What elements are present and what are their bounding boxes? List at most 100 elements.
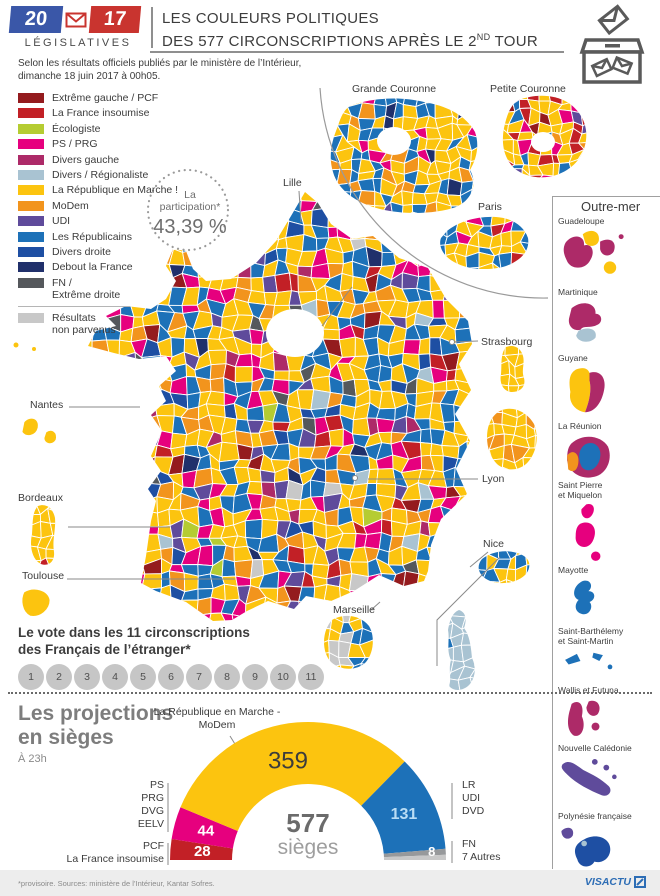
page-title-line1: LES COULEURS POLITIQUES xyxy=(162,10,379,27)
footer-source: *provisoire. Sources: ministère de l’Int… xyxy=(18,879,215,888)
outremer-panel xyxy=(552,196,660,869)
visactu-icon xyxy=(634,876,646,888)
territory-shape xyxy=(563,230,624,274)
seat-label-line: LR xyxy=(462,779,476,791)
territory-shape xyxy=(568,700,600,736)
legend-swatch xyxy=(18,262,44,273)
legend-swatch xyxy=(18,231,44,242)
territory-item: Nouvelle Calédonie xyxy=(558,743,656,806)
etranger-circle: 7 xyxy=(186,664,212,690)
territory-item: La Réunion xyxy=(558,421,656,488)
legend-label: Divers gauche xyxy=(52,153,120,166)
inset-label: Petite Couronne xyxy=(490,83,566,95)
page-title-line2: DES 577 CIRCONSCRIPTIONS APRÈS LE 2ND TO… xyxy=(162,32,538,50)
seat-label-line: FN xyxy=(462,838,476,850)
outremer-title: Outre-mer xyxy=(581,199,641,214)
donut-segment xyxy=(383,848,446,858)
city-label-nice: Nice xyxy=(483,538,505,550)
legend-swatch xyxy=(18,169,44,180)
legend-label: MoDem xyxy=(52,199,89,212)
map-hole xyxy=(531,132,555,152)
participation-value: 43,39 % xyxy=(153,216,227,238)
seat-label-line: 7 Autres xyxy=(462,851,501,863)
logo-year-left: 20 xyxy=(8,6,64,33)
territory-label: Guyane xyxy=(558,353,588,363)
leader-line xyxy=(469,551,489,568)
territory-item: Wallis et Futuna xyxy=(558,685,656,752)
donut-segment xyxy=(180,722,405,831)
leader-line xyxy=(321,286,353,327)
inset-grande-couronne xyxy=(330,98,478,213)
leader-line xyxy=(370,601,381,611)
subtitle: Selon les résultats officiels publiés pa… xyxy=(18,58,302,82)
legend-item: Écologiste xyxy=(18,123,198,135)
seat-label-line: DVG xyxy=(141,805,164,817)
territory-label: Saint Pierre et Miquelon xyxy=(558,480,603,500)
map-hole xyxy=(266,309,324,357)
ballot-box-icon xyxy=(576,4,648,93)
inset-separator-arc xyxy=(319,87,549,299)
legend-swatch xyxy=(18,313,44,324)
footer: *provisoire. Sources: ministère de l’Int… xyxy=(0,870,660,896)
island-inset xyxy=(32,347,36,351)
legend-swatch xyxy=(18,154,44,165)
header-divider xyxy=(151,7,153,48)
legend-swatch xyxy=(18,123,44,134)
seat-label-line: PS xyxy=(149,779,164,791)
page-title: LES COULEURS POLITIQUES DES 577 CIRCONSC… xyxy=(162,9,538,51)
title-rule xyxy=(150,51,564,53)
seat-label-left-bottom: PCF La France insoumise xyxy=(20,840,164,866)
territory-item: Saint Pierre et Miquelon xyxy=(558,480,656,573)
territory-item: Martinique xyxy=(558,287,656,354)
legend-swatch xyxy=(18,277,44,288)
territory-label: Nouvelle Calédonie xyxy=(558,743,632,753)
legend-item: FN / Extrême droite xyxy=(18,277,198,301)
city-dot xyxy=(449,339,455,345)
territory-item: Polynésie française xyxy=(558,811,656,878)
inset-label: Grande Couronne xyxy=(352,83,437,95)
donut-segment xyxy=(383,854,446,860)
legend-label: FN / Extrême droite xyxy=(52,276,121,301)
leader-line xyxy=(436,556,501,666)
legend-label: Debout la France xyxy=(52,261,133,274)
city-label-nantes: Nantes xyxy=(30,399,64,411)
etranger-circle: 9 xyxy=(242,664,268,690)
territory-item: Mayotte xyxy=(558,565,656,632)
seat-label-line: La France insoumise xyxy=(66,853,164,865)
lrem-modem-label: La République en Marche - MoDem xyxy=(153,706,281,731)
legend-label: La République en Marche ! xyxy=(52,184,179,197)
territory-shape xyxy=(561,759,617,796)
legend-label: La France insoumise xyxy=(52,107,150,120)
legend-item: PS / PRG xyxy=(18,138,198,150)
map-corsica xyxy=(448,610,475,690)
city-label-strasbourg: Strasbourg xyxy=(481,336,533,348)
territory-label: Wallis et Futuna xyxy=(558,685,619,695)
territory-label: Guadeloupe xyxy=(558,216,605,226)
projections-time: À 23h xyxy=(18,753,47,765)
seat-label-line: PRG xyxy=(141,792,164,804)
island-inset xyxy=(43,430,57,444)
projections-title: Les projections en sièges xyxy=(18,702,174,749)
leader-line xyxy=(298,190,302,223)
logo-year-right: 17 xyxy=(88,6,142,33)
etranger-circle: 4 xyxy=(102,664,128,690)
etranger-circles: 1 2 3 4 5 6 7 8 9 10 11 xyxy=(18,664,324,690)
territory-shape xyxy=(567,436,610,478)
leader-line xyxy=(451,340,479,343)
inset-nice xyxy=(478,551,530,584)
territory-item: Saint-Barthélemy et Saint-Martin xyxy=(558,626,656,679)
legend-item: La République en Marche ! xyxy=(18,184,198,196)
inset-label: Paris xyxy=(478,201,502,213)
logo-label: LÉGISLATIVES xyxy=(24,37,132,49)
etranger-circle: 1 xyxy=(18,664,44,690)
donut-segment xyxy=(171,807,238,849)
dotted-separator xyxy=(8,692,652,694)
legend-swatch xyxy=(18,139,44,150)
legend-item: MoDem xyxy=(18,200,198,212)
territory-shape xyxy=(565,652,613,670)
donut-value-label: 28 xyxy=(194,843,211,860)
territory-shape xyxy=(569,368,605,413)
legend-label: Divers / Régionaliste xyxy=(52,168,149,181)
